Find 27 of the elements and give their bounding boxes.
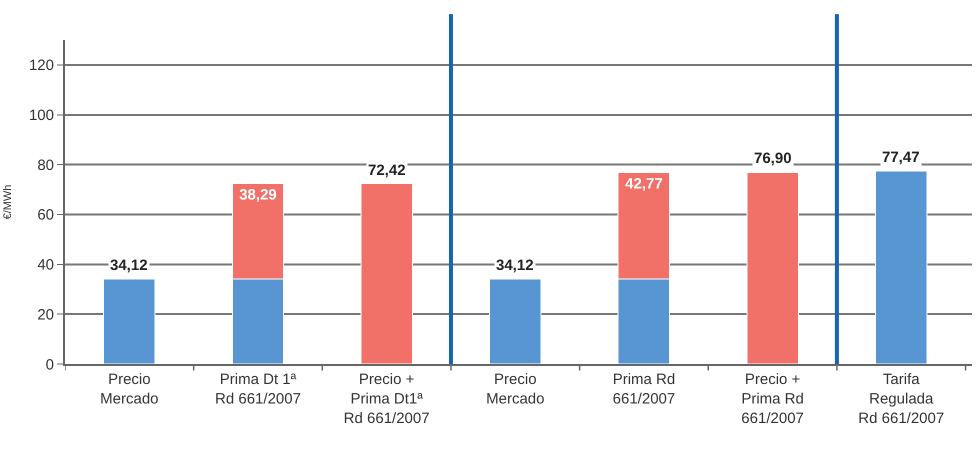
y-tick-label: 0 <box>46 356 54 374</box>
data-label: 34,12 <box>110 257 148 274</box>
y-axis-title: €/MWh <box>2 184 14 220</box>
data-label: 77,47 <box>882 149 920 166</box>
x-tick-label: Precio Mercado <box>486 371 544 408</box>
x-tick-label: Tarifa Regulada Rd 661/2007 <box>858 371 944 427</box>
y-tick-label: 60 <box>37 206 54 224</box>
x-tick-label: Prima Dt 1ª Rd 661/2007 <box>215 371 301 408</box>
data-label: 76,90 <box>754 150 792 167</box>
x-tick-label: Precio Mercado <box>100 371 159 408</box>
bar <box>746 172 799 364</box>
data-label: 34,12 <box>496 257 534 274</box>
x-tick-label: Precio + Prima Rd 661/2007 <box>741 371 804 427</box>
data-label: 72,42 <box>368 162 406 179</box>
bar <box>103 278 156 364</box>
bar <box>489 278 542 364</box>
x-tick-label: Precio + Prima Dt1ª Rd 661/2007 <box>344 371 430 427</box>
data-label: 42,77 <box>625 175 663 192</box>
y-tick-label: 100 <box>28 107 54 124</box>
bar <box>875 170 928 364</box>
y-tick-label: 40 <box>37 256 54 274</box>
y-tick-label: 80 <box>37 156 54 174</box>
y-tick-label: 20 <box>37 306 54 324</box>
data-label: 38,29 <box>239 186 277 204</box>
y-tick-label: 120 <box>28 57 54 74</box>
bar <box>360 183 413 364</box>
x-tick-label: Prima Rd 661/2007 <box>612 371 676 408</box>
